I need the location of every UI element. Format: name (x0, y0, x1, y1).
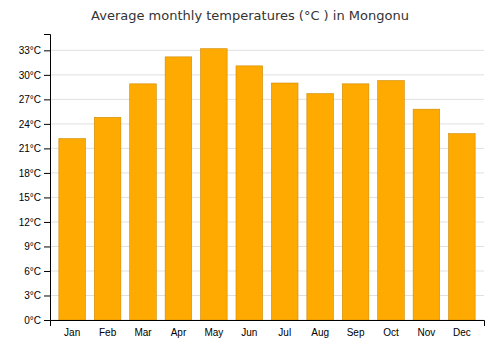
x-axis: Jan Feb Mar Apr May Jun Jul Aug Sep Oct Nov Dec (51, 321, 485, 339)
x-tick-label: Apr (171, 327, 187, 338)
y-tick-label: 33°C (19, 45, 41, 56)
y-tick-mark (44, 246, 50, 247)
bar (94, 117, 121, 320)
title: Average monthly temperatures (°C ) in Mo… (91, 8, 409, 23)
x-tick-label: Aug (311, 327, 329, 338)
x-tick-label: Jul (278, 327, 291, 338)
x-tick: Jan (64, 327, 80, 338)
x-tick: Jul (278, 327, 291, 338)
y-tick: 21°C (19, 143, 50, 154)
y-tick: 3°C (24, 290, 50, 301)
x-tick: May (204, 327, 223, 338)
y-tick: 18°C (19, 168, 50, 179)
y-tick-label: 18°C (19, 168, 41, 179)
chart: 0°C 3°C 6°C 9°C 12°C 15°C 18°C 21°C 24°C 27°C 30°C… (0, 0, 500, 350)
x-tick-label: Mar (134, 327, 152, 338)
x-tick: Sep (347, 327, 365, 338)
x-tick-label: Jan (64, 327, 80, 338)
y-tick-mark (44, 197, 50, 198)
x-axis-line (51, 321, 485, 327)
y-tick-label: 21°C (19, 143, 41, 154)
x-tick: Feb (99, 327, 117, 338)
x-tick: Jun (241, 327, 257, 338)
y-tick: 15°C (19, 192, 50, 203)
bar (165, 57, 192, 320)
bar (413, 109, 440, 320)
x-tick: Oct (383, 327, 399, 338)
y-tick-label: 15°C (19, 192, 41, 203)
y-tick: 30°C (19, 70, 50, 81)
x-tick: Mar (134, 327, 152, 338)
y-tick: 33°C (19, 45, 50, 56)
y-tick: 27°C (19, 94, 50, 105)
y-tick-mark (44, 173, 50, 174)
x-tick: Nov (418, 327, 436, 338)
y-tick-mark (44, 222, 50, 223)
x-tick-label: Dec (453, 327, 471, 338)
grid-line (50, 99, 484, 100)
bar (307, 94, 334, 320)
bar (201, 49, 228, 320)
y-tick-mark (44, 148, 50, 149)
y-tick-label: 0°C (24, 315, 41, 326)
bar (59, 139, 86, 320)
y-axis-line (44, 35, 51, 321)
y-tick-label: 3°C (24, 290, 41, 301)
grid-line (50, 50, 484, 51)
x-tick: Apr (171, 327, 187, 338)
y-axis: 0°C 3°C 6°C 9°C 12°C 15°C 18°C 21°C 24°C 27°C 30°C… (19, 35, 51, 326)
bar (271, 83, 298, 320)
x-tick-label: Sep (347, 327, 365, 338)
y-tick-mark (44, 99, 50, 100)
y-tick: 0°C (24, 315, 50, 326)
bars (59, 49, 475, 320)
y-tick-label: 12°C (19, 217, 41, 228)
y-tick-label: 9°C (24, 241, 41, 252)
x-tick: Dec (453, 327, 471, 338)
x-tick-label: Nov (418, 327, 436, 338)
y-tick: 24°C (19, 119, 50, 130)
bar (236, 66, 263, 320)
y-tick-mark (44, 75, 50, 76)
grid (50, 50, 484, 320)
plot: 0°C 3°C 6°C 9°C 12°C 15°C 18°C 21°C 24°C 27°C 30°C… (19, 35, 485, 339)
y-tick-mark (44, 124, 50, 125)
x-tick-label: Feb (99, 327, 117, 338)
x-tick-label: May (204, 327, 223, 338)
x-tick-label: Oct (383, 327, 399, 338)
bar (130, 84, 157, 320)
y-tick-mark (44, 271, 50, 272)
grid-line (50, 74, 484, 75)
y-tick: 12°C (19, 217, 50, 228)
x-tick: Aug (311, 327, 329, 338)
y-tick-label: 24°C (19, 119, 41, 130)
y-tick: 6°C (24, 266, 50, 277)
y-tick-mark (44, 50, 50, 51)
y-tick-mark (44, 320, 50, 321)
y-tick: 9°C (24, 241, 50, 252)
y-tick-label: 6°C (24, 266, 41, 277)
bar (378, 81, 405, 320)
y-tick-label: 30°C (19, 70, 41, 81)
bar (449, 134, 476, 320)
y-tick-mark (44, 295, 50, 296)
bar (342, 84, 369, 320)
x-tick-label: Jun (241, 327, 257, 338)
y-tick-label: 27°C (19, 94, 41, 105)
